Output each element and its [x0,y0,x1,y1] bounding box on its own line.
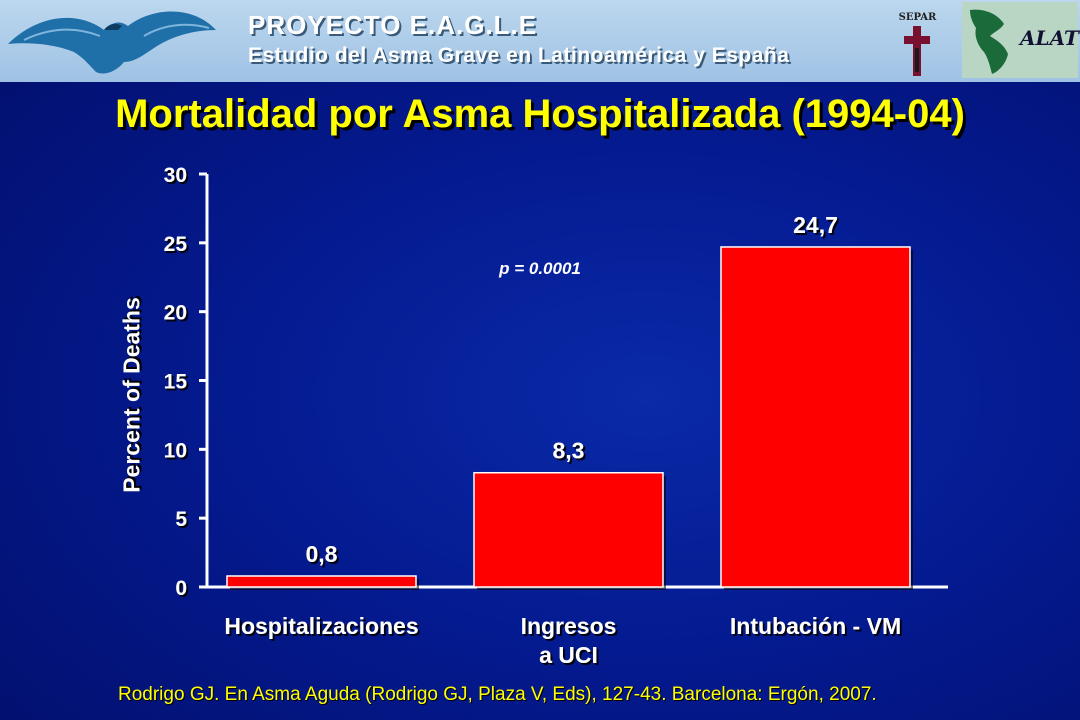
header-banner: PROYECTO E.A.G.L.E Estudio del Asma Grav… [0,0,1080,82]
bar-value-label: 0,8 [306,541,338,567]
bar [226,575,417,588]
bar [720,246,911,588]
project-subtitle: Estudio del Asma Grave en Latinoamérica … [248,44,790,67]
y-tick-label: 20 [164,302,187,325]
y-tick-label: 30 [164,164,187,187]
alat-logo-name: ALAT [1020,26,1079,50]
separ-logo: SEPAR [890,2,945,78]
x-category-label: Hospitalizaciones [224,613,418,639]
bar-value-label: 8,3 [553,438,585,464]
x-category-label: Ingresos [521,613,617,639]
separ-logo-name: SEPAR [898,12,937,23]
slide-title: Mortalidad por Asma Hospitalizada (1994-… [115,92,965,136]
y-tick-label: 10 [164,439,187,462]
bar-value-label: 24,7 [793,212,838,238]
y-axis-label: Percent of Deaths [118,297,145,493]
bar [473,471,664,588]
x-category-label: Intubación - VM [730,613,901,639]
project-title: PROYECTO E.A.G.L.E [248,10,538,40]
eagle-logo [8,11,216,74]
y-tick-label: 25 [164,233,188,256]
separ-cross-icon [904,26,930,76]
y-tick-label: 5 [175,508,187,531]
source-citation: Rodrigo GJ. En Asma Aguda (Rodrigo GJ, P… [118,684,877,705]
p-value-annotation: p = 0.0001 [498,259,581,278]
y-tick-label: 15 [164,371,188,394]
x-category-label: a UCI [539,642,598,668]
alat-logo: ALAT [962,2,1079,78]
americas-map-icon [970,9,1008,74]
y-tick-label: 0 [175,577,187,600]
